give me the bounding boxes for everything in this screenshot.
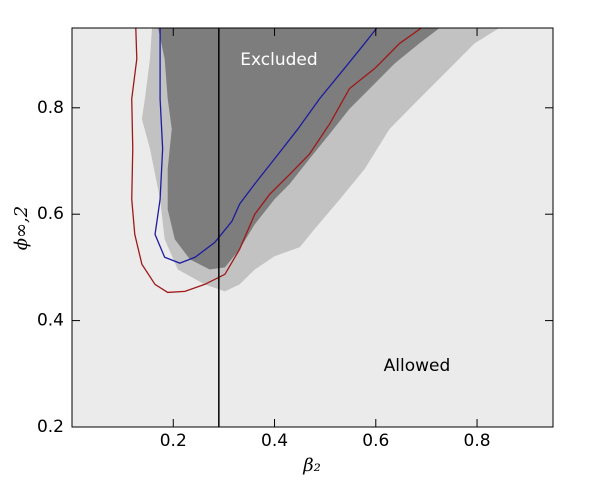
y-axis-label: ϕ∞,2 xyxy=(11,206,32,250)
x-tick-label: 0.4 xyxy=(261,431,288,451)
y-tick-label: 0.8 xyxy=(37,98,64,118)
overlay: 0.2 0.4 0.6 0.8 0.2 0.4 0.6 0.8 xyxy=(37,28,553,451)
x-tick-label: 0.6 xyxy=(362,431,389,451)
contour-line xyxy=(131,28,422,294)
excluded-region xyxy=(158,28,440,270)
contour-line xyxy=(154,28,378,264)
annotation: Allowed xyxy=(384,356,451,376)
x-axis-label: β₂ xyxy=(302,455,321,476)
x-tick-label: 0.8 xyxy=(464,431,491,451)
annotation: Excluded xyxy=(240,50,317,70)
y-tick-label: 0.4 xyxy=(37,311,64,331)
x-tick-label: 0.2 xyxy=(160,431,187,451)
y-tick-label: 0.6 xyxy=(37,204,64,224)
y-tick-label: 0.2 xyxy=(37,417,64,437)
plot-frame xyxy=(71,27,554,428)
plot-area xyxy=(131,28,500,427)
